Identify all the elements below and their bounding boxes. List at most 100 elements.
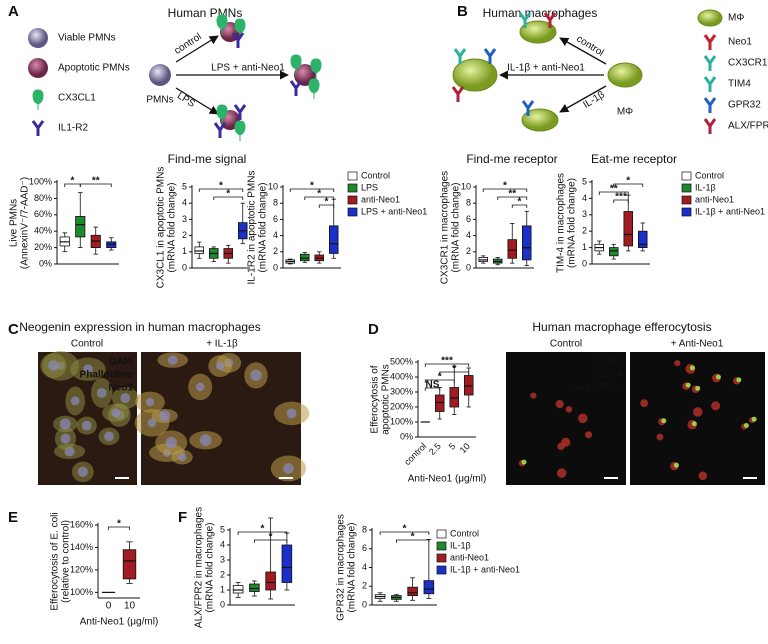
ligand-icon [290,54,302,75]
image-label: + Anti-Neo1 [671,339,724,350]
y-tick-label: 300% [390,386,413,396]
key-label: Neo1 [728,37,752,48]
y-tick-label: 0% [39,258,52,268]
box [299,253,310,262]
box [328,225,339,254]
y-tick-label: 2 [220,569,225,579]
box [507,239,517,259]
legend-label: IL-1β + anti-Neo1 [695,206,765,216]
x-tick-label: 2.5 [427,441,443,457]
scale-bar [279,477,293,479]
cell-label: PMNs [146,95,173,106]
significance-bracket [395,539,430,543]
significance-label: ** [508,189,516,200]
receptor-icon [453,48,467,64]
cell [691,421,697,427]
cell [711,401,721,411]
significance-label: * [503,181,507,192]
box [122,549,137,580]
legend-swatch [347,183,358,193]
cell [695,385,701,391]
significance-bracket [379,531,430,535]
significance-bracket [318,204,335,208]
arrow [175,87,219,115]
y-tick-label: 400% [390,371,413,381]
stain-label: DAPI [598,357,622,368]
y-axis-label: (mRNA fold change) [451,182,462,272]
x-tick-label: 10 [124,601,136,612]
panel-label: F [178,509,187,526]
y-axis-label: Efferocytosis of E. coli [50,512,61,610]
box [423,580,435,595]
macrophage-icon [697,9,723,27]
significance-label: * [269,532,273,543]
significance-label: *** [441,356,453,367]
panel-label: C [8,321,19,338]
cell [521,459,527,465]
cell-icon [28,58,48,78]
nucleus [81,420,92,431]
cell [689,365,695,371]
chart-heading: Find-me receptor [466,152,557,166]
receptor-icon [703,55,717,71]
legend-label: Control [361,170,390,180]
arrow-label: IL-1β [581,89,607,111]
y-tick-label: 2 [582,226,587,236]
cell-label: MΦ [617,107,633,118]
macrophage-icon [607,62,643,88]
y-tick-label: 1 [182,246,187,256]
chart-heading: Find-me signal [168,152,247,166]
cell-icon [149,64,171,86]
box [638,230,648,248]
key-label: ALX/FPR2 [728,121,768,132]
y-tick-label: 100% [70,587,93,597]
y-tick-label: 2 [362,581,367,591]
legend-swatch [681,195,692,205]
nucleus [283,463,294,474]
y-tick-label: 40% [34,226,52,236]
y-axis-label: GPR32 in macrophages [336,514,347,621]
significance-label: * [117,519,121,530]
ligand-icon [216,14,228,35]
significance-bracket [304,196,335,200]
y-tick-label: 0 [466,262,471,272]
nucleus [199,434,212,447]
significance-label: * [626,176,630,187]
nucleus [96,387,107,398]
significance-label: * [310,181,314,192]
cell [555,400,564,409]
box [407,586,418,597]
cell [530,392,537,399]
significance-label: * [261,524,265,535]
y-tick-label: 4 [362,562,367,572]
ligand-icon [32,89,44,110]
y-tick-label: 500% [390,356,413,366]
nucleus [70,396,80,406]
key-label: CX3CL1 [58,93,96,104]
y-tick-label: 100% [29,176,52,186]
receptor-icon [451,86,465,102]
y-tick-label: 10 [461,181,471,191]
panel-label: D [368,321,379,338]
nucleus [167,355,178,365]
y-tick-label: 6 [466,214,471,224]
cell [751,416,757,422]
y-tick-label: 0 [220,599,225,609]
stain-label: Neo1 [109,383,134,394]
cell [736,377,742,383]
significance-label: * [518,197,522,208]
box [434,394,445,412]
y-axis-label: (mRNA fold change) [258,182,269,272]
arrow-label: LPS [175,90,197,110]
cell-icon [28,28,48,48]
legend-swatch [436,553,447,563]
significance-bracket [613,199,629,203]
cell [578,413,588,424]
stain-label: DAPI [109,357,133,368]
panel-label: E [8,509,18,526]
receptor-icon [703,76,717,92]
y-axis-label: ALX/FPR2 in macrophages [194,507,205,628]
y-tick-label: 80% [34,193,52,203]
y-tick-label: 4 [582,193,587,203]
legend-label: anti-Neo1 [450,552,489,562]
